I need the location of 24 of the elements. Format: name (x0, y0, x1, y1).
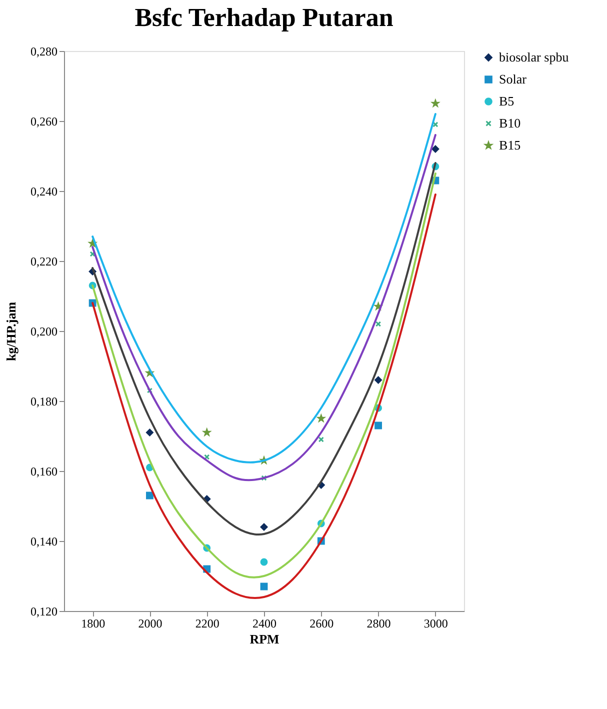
x-tick-label: 1800 (81, 616, 106, 630)
x-tick-label: 3000 (424, 616, 448, 630)
y-tick-label: 0,280 (30, 44, 58, 58)
y-tick-label: 0,220 (30, 254, 58, 268)
x-tick-label: 2200 (195, 616, 220, 630)
x-tick-label: 2000 (138, 616, 162, 630)
legend-label: biosolar spbu (499, 50, 570, 64)
legend-label: B15 (499, 138, 521, 152)
y-tick-label: 0,180 (30, 394, 58, 408)
legend-label: B5 (499, 94, 514, 108)
x-tick-label: 2800 (366, 616, 391, 630)
y-tick-label: 0,140 (30, 534, 58, 548)
legend-label: B10 (499, 116, 521, 130)
y-tick-label: 0,240 (30, 184, 58, 198)
x-tick-label: 2600 (310, 616, 334, 630)
x-tick-label: 2400 (252, 616, 276, 630)
y-tick-label: 0,120 (30, 604, 58, 618)
y-tick-label: 0,260 (30, 114, 58, 128)
legend-label: Solar (499, 72, 528, 86)
y-axis-title: kg/HP.jam (4, 302, 18, 362)
y-tick-label: 0,160 (30, 464, 58, 478)
y-tick-label: 0,200 (30, 324, 58, 338)
chart-title: Bsfc Terhadap Putaran (134, 3, 394, 32)
x-axis-title: RPM (250, 632, 280, 646)
